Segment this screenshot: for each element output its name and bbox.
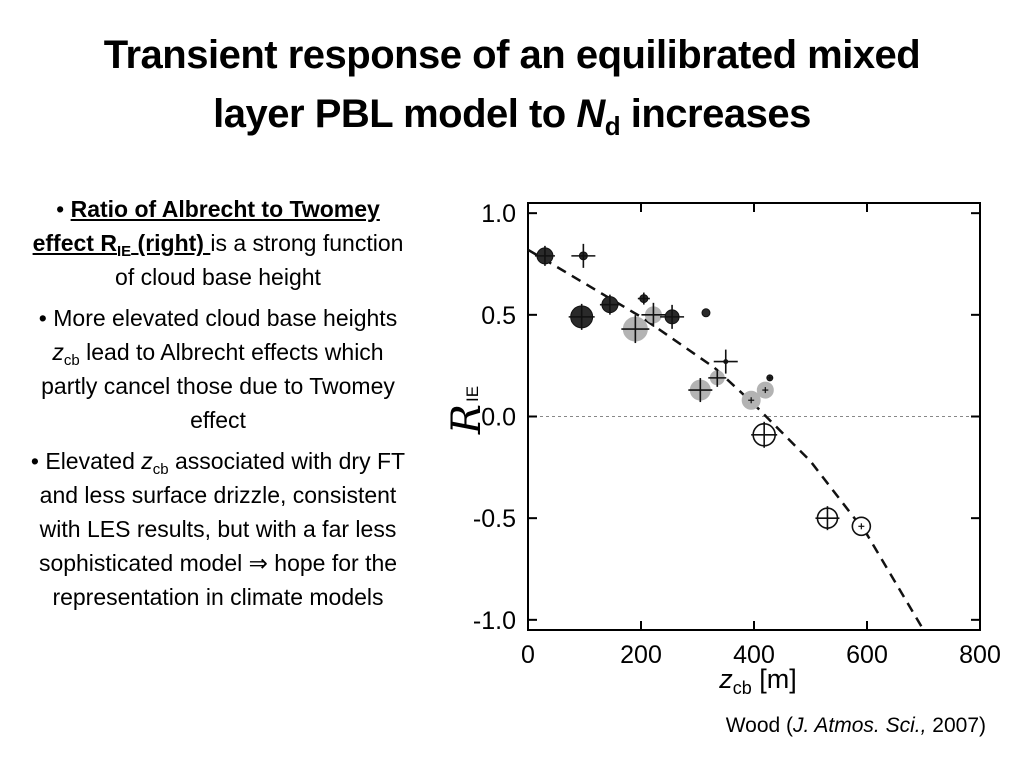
title-line-2-start: layer PBL model to <box>213 92 577 136</box>
data-point <box>641 302 666 327</box>
data-point <box>568 303 595 330</box>
data-point <box>756 381 774 399</box>
bullet-2-text-a: More elevated cloud base heights <box>53 305 398 331</box>
bullet-2-var: z <box>52 339 64 365</box>
x-tick-labels: 0 200 400 600 800 <box>521 641 1001 669</box>
data-point <box>708 368 727 387</box>
bullet-ratio-rest: is a strong function of cloud base heigh… <box>115 230 404 290</box>
plot-area <box>527 202 981 631</box>
data-point <box>851 516 872 537</box>
title-subscript-d: d <box>604 111 621 141</box>
data-point <box>751 421 778 448</box>
title-line-2-end: increases <box>620 92 812 136</box>
y-axis-label: R IE <box>444 386 490 435</box>
data-point <box>766 374 774 382</box>
implies-arrow-icon: ⇒ <box>248 550 268 576</box>
x-axis-var: z <box>718 664 733 694</box>
slide-title: Transient response of an equilibrated mi… <box>20 26 1004 144</box>
point-marker <box>701 308 711 318</box>
bullet-dry-ft: • Elevated zcb associated with dry FT an… <box>26 444 410 614</box>
y-tick-label: 1.0 <box>481 200 516 228</box>
data-point <box>534 245 555 266</box>
data-point <box>713 349 738 374</box>
citation-journal: J. Atmos. Sci., <box>793 714 927 737</box>
x-axis-label: zcb [m] <box>718 664 797 698</box>
bullet-ratio-emphasis: Ratio of Albrecht to Twomey effect RIE (… <box>32 196 380 259</box>
data-point <box>688 378 713 403</box>
bullet-ratio-emph-b: (right) <box>131 230 211 256</box>
data-points <box>534 243 872 537</box>
title-variable-n: N <box>576 92 605 136</box>
y-tick-label: -1.0 <box>473 607 516 635</box>
dashed-fit-line <box>527 248 925 631</box>
data-point <box>815 506 840 531</box>
bullet-3-text-c: hope for the representation in climate m… <box>52 550 398 610</box>
axis-ticks <box>527 203 981 630</box>
bullet-2-text-b: lead to Albrecht effects which partly ca… <box>41 339 395 433</box>
y-tick-label: 0.5 <box>481 302 516 330</box>
x-tick-label: 200 <box>620 641 662 669</box>
bullet-3-sub: cb <box>152 461 169 478</box>
data-point <box>599 294 620 315</box>
y-tick-labels: 1.0 0.5 0.0 -0.5 -1.0 <box>473 200 516 635</box>
bullet-3-text-b: associated with dry FT and less surface … <box>38 448 406 576</box>
bullet-marker: • <box>56 196 65 222</box>
title-line-1: Transient response of an equilibrated mi… <box>103 33 921 77</box>
data-point <box>571 243 596 268</box>
title-line-2: layer PBL model to Nd increases <box>20 85 1004 144</box>
data-point <box>660 304 685 329</box>
data-point <box>621 315 650 344</box>
data-point <box>701 308 711 318</box>
citation-author: Wood ( <box>725 714 794 737</box>
bullet-marker: • <box>38 305 47 331</box>
bullet-3-var: z <box>141 448 153 474</box>
bullet-list: • Ratio of Albrecht to Twomey effect RIE… <box>26 192 410 621</box>
bullet-ratio-emph-a: Ratio of Albrecht to Twomey effect R <box>32 196 380 256</box>
x-axis-sub: cb <box>733 678 752 698</box>
data-point <box>637 292 650 305</box>
x-tick-label: 400 <box>733 641 775 669</box>
y-tick-label: -0.5 <box>473 505 516 533</box>
bullet-marker: • <box>30 448 39 474</box>
bullet-2-sub: cb <box>63 352 80 369</box>
x-tick-label: 0 <box>521 641 535 669</box>
y-axis-sub: IE <box>463 386 482 402</box>
y-tick-label: 0.0 <box>481 404 516 432</box>
bullet-ratio: • Ratio of Albrecht to Twomey effect RIE… <box>26 192 410 294</box>
citation: Wood (J. Atmos. Sci., 2007) <box>726 714 986 738</box>
data-point <box>741 390 761 410</box>
bullet-elevated-heights: • More elevated cloud base heights zcb l… <box>26 301 410 437</box>
rie-vs-zcb-chart: 0 200 400 600 800 1.00.50.0-0.5-1.0 zcb [m] … <box>444 200 1001 698</box>
bullet-ratio-emph-sub: IE <box>116 243 132 260</box>
x-axis-unit: [m] <box>752 664 797 694</box>
citation-year: 2007) <box>926 714 986 737</box>
bullet-3-text-a: Elevated <box>45 448 142 474</box>
x-tick-label: 800 <box>959 641 1001 669</box>
x-tick-label: 600 <box>846 641 888 669</box>
y-axis-var: R <box>444 404 490 435</box>
